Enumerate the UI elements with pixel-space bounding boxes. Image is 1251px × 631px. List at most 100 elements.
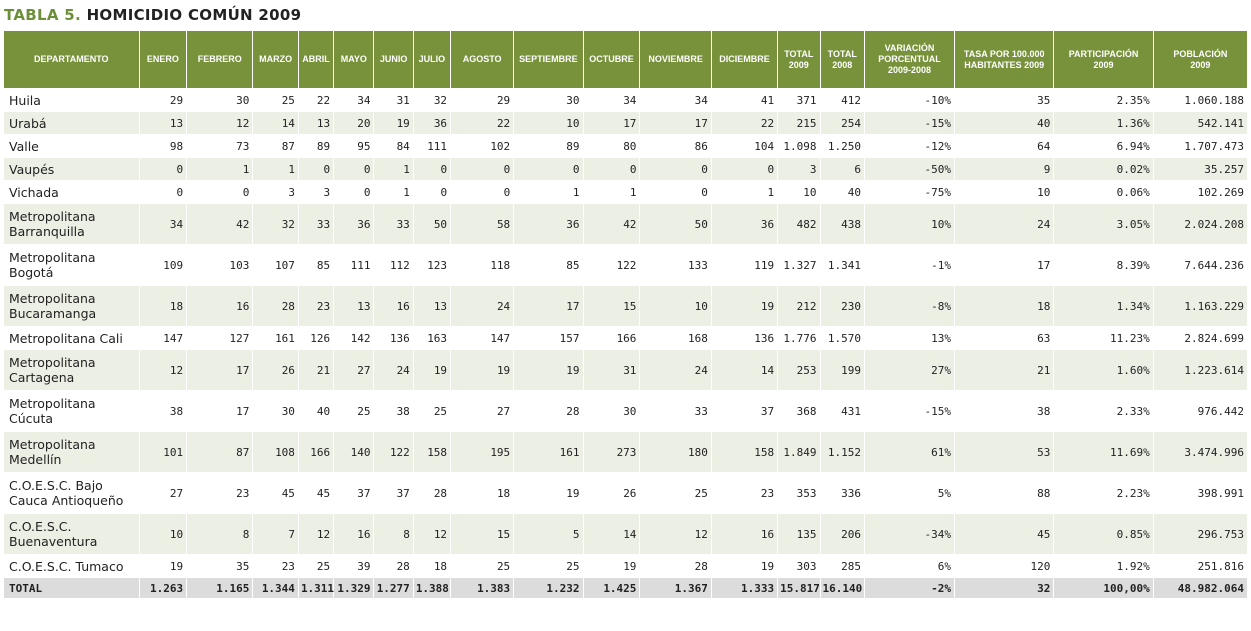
value-cell: 22 [711,111,779,134]
table-row: Metropolitana Cúcuta 38 17 30 40 25 38 25 27 28 30… [4,390,1247,431]
value-cell: 1.152 [820,431,865,472]
value-cell: 0 [413,180,452,203]
value-cell: 163 [413,326,452,349]
value-cell: 40 [820,180,865,203]
value-cell: 1.60% [1054,349,1154,390]
value-cell: 10 [955,180,1055,203]
value-cell: 12 [640,513,712,554]
value-cell: 86 [640,134,712,157]
value-cell: 30 [514,88,584,111]
value-cell: 120 [955,554,1055,577]
value-cell: 19 [583,554,641,577]
department-cell: Vichada [4,180,140,203]
value-cell: 10% [865,203,956,244]
value-cell: -12% [865,134,956,157]
value-cell: 215 [778,111,821,134]
value-cell: 254 [820,111,865,134]
value-cell: 31 [583,349,641,390]
value-cell: -15% [865,390,956,431]
value-cell: 12 [139,349,188,390]
value-cell: 19 [514,472,584,513]
table-body: Huila 29 30 25 22 34 31 32 29 30 34 34 41 371 412 -10% 3… [4,88,1247,577]
value-cell: 0 [298,157,335,180]
value-cell: 135 [778,513,821,554]
value-cell: 7 [253,513,299,554]
value-cell: 19 [374,111,414,134]
value-cell: 19 [451,349,515,390]
value-cell: 111 [413,134,452,157]
department-cell: C.O.E.S.C. Buenaventura [4,513,140,554]
value-cell: 0 [413,157,452,180]
value-cell: 98 [139,134,188,157]
value-cell: 13 [298,111,335,134]
value-cell: 303 [778,554,821,577]
value-cell: 371 [778,88,821,111]
value-cell: 95 [334,134,375,157]
value-cell: 0 [187,180,254,203]
value-cell: 12 [413,513,452,554]
value-cell: 0 [451,180,515,203]
value-cell: 1.060.188 [1153,88,1247,111]
value-cell: 21 [298,349,335,390]
value-cell: 111 [334,244,375,285]
table-row: Metropolitana Cali 147 127 161 126 142 136 163 1… [4,326,1247,349]
value-cell: 5 [514,513,584,554]
value-cell: 1.250 [820,134,865,157]
value-cell: 412 [820,88,865,111]
value-cell: 73 [187,134,254,157]
value-cell: 212 [778,285,821,326]
value-cell: 3.05% [1054,203,1154,244]
value-cell: 118 [451,244,515,285]
homicide-table: DEPARTAMENTO ENERO FEBRERO MARZO ABRIL M… [4,31,1247,598]
value-cell: 6.94% [1054,134,1154,157]
value-cell: 28 [374,554,414,577]
value-cell: 1.92% [1054,554,1154,577]
value-cell: -50% [865,157,956,180]
value-cell: 1.327 [778,244,821,285]
value-cell: 1 [187,157,254,180]
value-cell: 84 [374,134,414,157]
value-cell: 40 [298,390,335,431]
value-cell: 368 [778,390,821,431]
value-cell: 10 [778,180,821,203]
value-cell: 26 [583,472,641,513]
value-cell: 0.85% [1054,513,1154,554]
value-cell: 438 [820,203,865,244]
value-cell: 17 [187,349,254,390]
value-cell: 0 [711,157,779,180]
value-cell: 28 [514,390,584,431]
total-value-cell: 1.333 [711,577,779,598]
value-cell: 37 [334,472,375,513]
col-header-total-2008: TOTAL 2008 [820,31,865,88]
total-value-cell: 1.344 [253,577,299,598]
department-cell: Vaupés [4,157,140,180]
value-cell: 3 [253,180,299,203]
value-cell: 24 [374,349,414,390]
value-cell: 25 [253,88,299,111]
table-row: C.O.E.S.C. Buenaventura 10 8 7 12 16 8 12 15 5 14 1… [4,513,1247,554]
table-row: Urabá 13 12 14 13 20 19 36 22 10 17 17 22 215 254 -15% 4… [4,111,1247,134]
value-cell: 14 [583,513,641,554]
value-cell: 0 [640,180,712,203]
col-header-junio: JUNIO [374,31,414,88]
value-cell: 0.06% [1054,180,1154,203]
value-cell: 0 [334,180,375,203]
value-cell: 8 [187,513,254,554]
value-cell: 33 [640,390,712,431]
total-value-cell: 1.165 [187,577,254,598]
value-cell: 161 [253,326,299,349]
col-header-agosto: AGOSTO [451,31,515,88]
value-cell: 34 [640,88,712,111]
value-cell: 0 [514,157,584,180]
value-cell: 35.257 [1153,157,1247,180]
value-cell: 24 [955,203,1055,244]
value-cell: 168 [640,326,712,349]
value-cell: 0 [451,157,515,180]
value-cell: 122 [374,431,414,472]
col-header-octubre: OCTUBRE [583,31,641,88]
value-cell: 80 [583,134,641,157]
value-cell: 61% [865,431,956,472]
value-cell: 123 [413,244,452,285]
value-cell: 542.141 [1153,111,1247,134]
value-cell: 0 [334,157,375,180]
